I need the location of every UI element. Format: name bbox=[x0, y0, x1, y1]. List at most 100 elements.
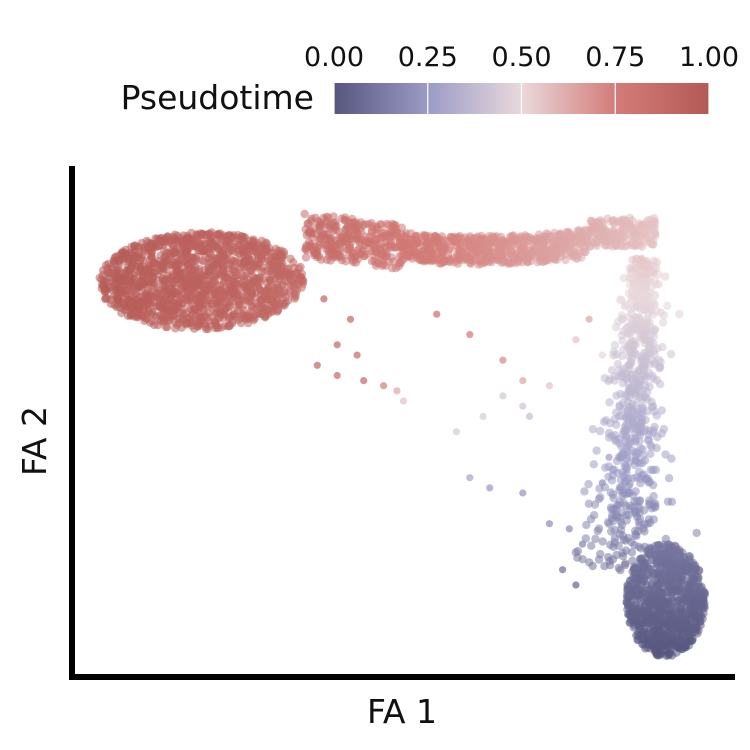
data-point bbox=[97, 275, 106, 284]
data-point bbox=[664, 474, 674, 483]
data-point bbox=[339, 245, 349, 254]
data-point bbox=[221, 240, 230, 250]
data-point bbox=[472, 249, 481, 259]
data-point bbox=[565, 241, 575, 250]
data-point bbox=[110, 253, 119, 263]
data-point bbox=[101, 261, 111, 270]
data-point bbox=[192, 280, 202, 289]
data-point bbox=[444, 256, 453, 266]
data-point bbox=[661, 272, 670, 281]
data-point bbox=[601, 241, 611, 250]
data-point bbox=[588, 234, 597, 243]
data-point bbox=[604, 472, 613, 481]
data-point bbox=[217, 323, 226, 332]
data-point bbox=[653, 432, 662, 442]
data-point bbox=[621, 300, 631, 309]
data-point bbox=[273, 293, 282, 302]
data-point bbox=[538, 241, 548, 250]
x-axis-label: FA 1 bbox=[367, 692, 437, 731]
data-point bbox=[427, 250, 437, 259]
data-point bbox=[646, 449, 655, 459]
data-point bbox=[210, 272, 219, 282]
data-point bbox=[631, 391, 640, 400]
data-point bbox=[213, 288, 222, 297]
data-point bbox=[608, 235, 617, 244]
data-point bbox=[650, 350, 659, 359]
data-point bbox=[685, 555, 694, 564]
data-point bbox=[195, 299, 204, 308]
colorbar-tick-label: 0.00 bbox=[304, 42, 364, 73]
data-point bbox=[161, 322, 170, 332]
data-point bbox=[633, 366, 642, 375]
data-point bbox=[240, 281, 250, 290]
data-point bbox=[351, 225, 360, 234]
data-point bbox=[623, 406, 633, 416]
data-point bbox=[525, 412, 534, 420]
data-point bbox=[204, 254, 213, 263]
data-point bbox=[627, 294, 636, 303]
data-point bbox=[651, 465, 660, 474]
data-point bbox=[399, 397, 408, 405]
data-point bbox=[248, 279, 257, 288]
data-point bbox=[125, 303, 135, 312]
data-point bbox=[263, 245, 272, 254]
data-point bbox=[615, 412, 624, 421]
data-point bbox=[138, 250, 148, 260]
data-point bbox=[642, 293, 651, 303]
data-point bbox=[205, 242, 215, 252]
data-point bbox=[156, 263, 165, 272]
data-point bbox=[612, 350, 621, 359]
data-point bbox=[586, 223, 596, 232]
data-point bbox=[635, 237, 645, 247]
data-point bbox=[297, 283, 306, 292]
data-point bbox=[322, 219, 331, 229]
data-point bbox=[666, 349, 676, 359]
data-point bbox=[235, 241, 244, 250]
data-point bbox=[617, 452, 626, 461]
data-point bbox=[352, 234, 362, 243]
data-point bbox=[335, 239, 344, 248]
data-point bbox=[619, 427, 628, 436]
data-point bbox=[659, 597, 669, 607]
data-point bbox=[655, 627, 664, 636]
data-point bbox=[279, 288, 289, 297]
data-point bbox=[301, 243, 311, 252]
y-axis-label: FA 2 bbox=[15, 406, 54, 476]
data-point bbox=[161, 286, 170, 295]
data-point bbox=[636, 255, 645, 265]
data-point bbox=[653, 595, 662, 605]
data-point bbox=[305, 226, 314, 236]
data-points bbox=[95, 209, 709, 660]
data-point bbox=[240, 263, 249, 272]
data-point bbox=[632, 271, 642, 280]
data-point bbox=[386, 228, 395, 237]
data-point bbox=[115, 276, 124, 285]
data-point bbox=[619, 345, 628, 354]
data-point bbox=[585, 558, 594, 567]
data-point bbox=[631, 231, 641, 240]
pseudotime-colorbar: Pseudotime 0.00 0.25 0.50 0.75 1.00 bbox=[121, 42, 740, 117]
data-point bbox=[217, 247, 227, 257]
data-point bbox=[230, 309, 239, 318]
data-point bbox=[640, 456, 650, 465]
data-point bbox=[486, 484, 494, 492]
data-point bbox=[348, 214, 357, 224]
data-point bbox=[648, 573, 658, 582]
data-point bbox=[639, 607, 648, 616]
data-point bbox=[145, 241, 154, 250]
data-point bbox=[484, 244, 493, 253]
data-point bbox=[668, 641, 677, 650]
data-point bbox=[185, 235, 194, 245]
data-point bbox=[170, 248, 179, 257]
data-point bbox=[598, 351, 607, 359]
data-point bbox=[691, 611, 701, 620]
data-point bbox=[622, 510, 631, 520]
data-point bbox=[684, 580, 693, 590]
data-point bbox=[257, 253, 266, 262]
data-point bbox=[610, 341, 620, 350]
data-point bbox=[499, 392, 507, 400]
data-point bbox=[333, 341, 341, 349]
data-point bbox=[203, 313, 212, 322]
data-point bbox=[643, 547, 652, 556]
data-point bbox=[589, 460, 598, 469]
